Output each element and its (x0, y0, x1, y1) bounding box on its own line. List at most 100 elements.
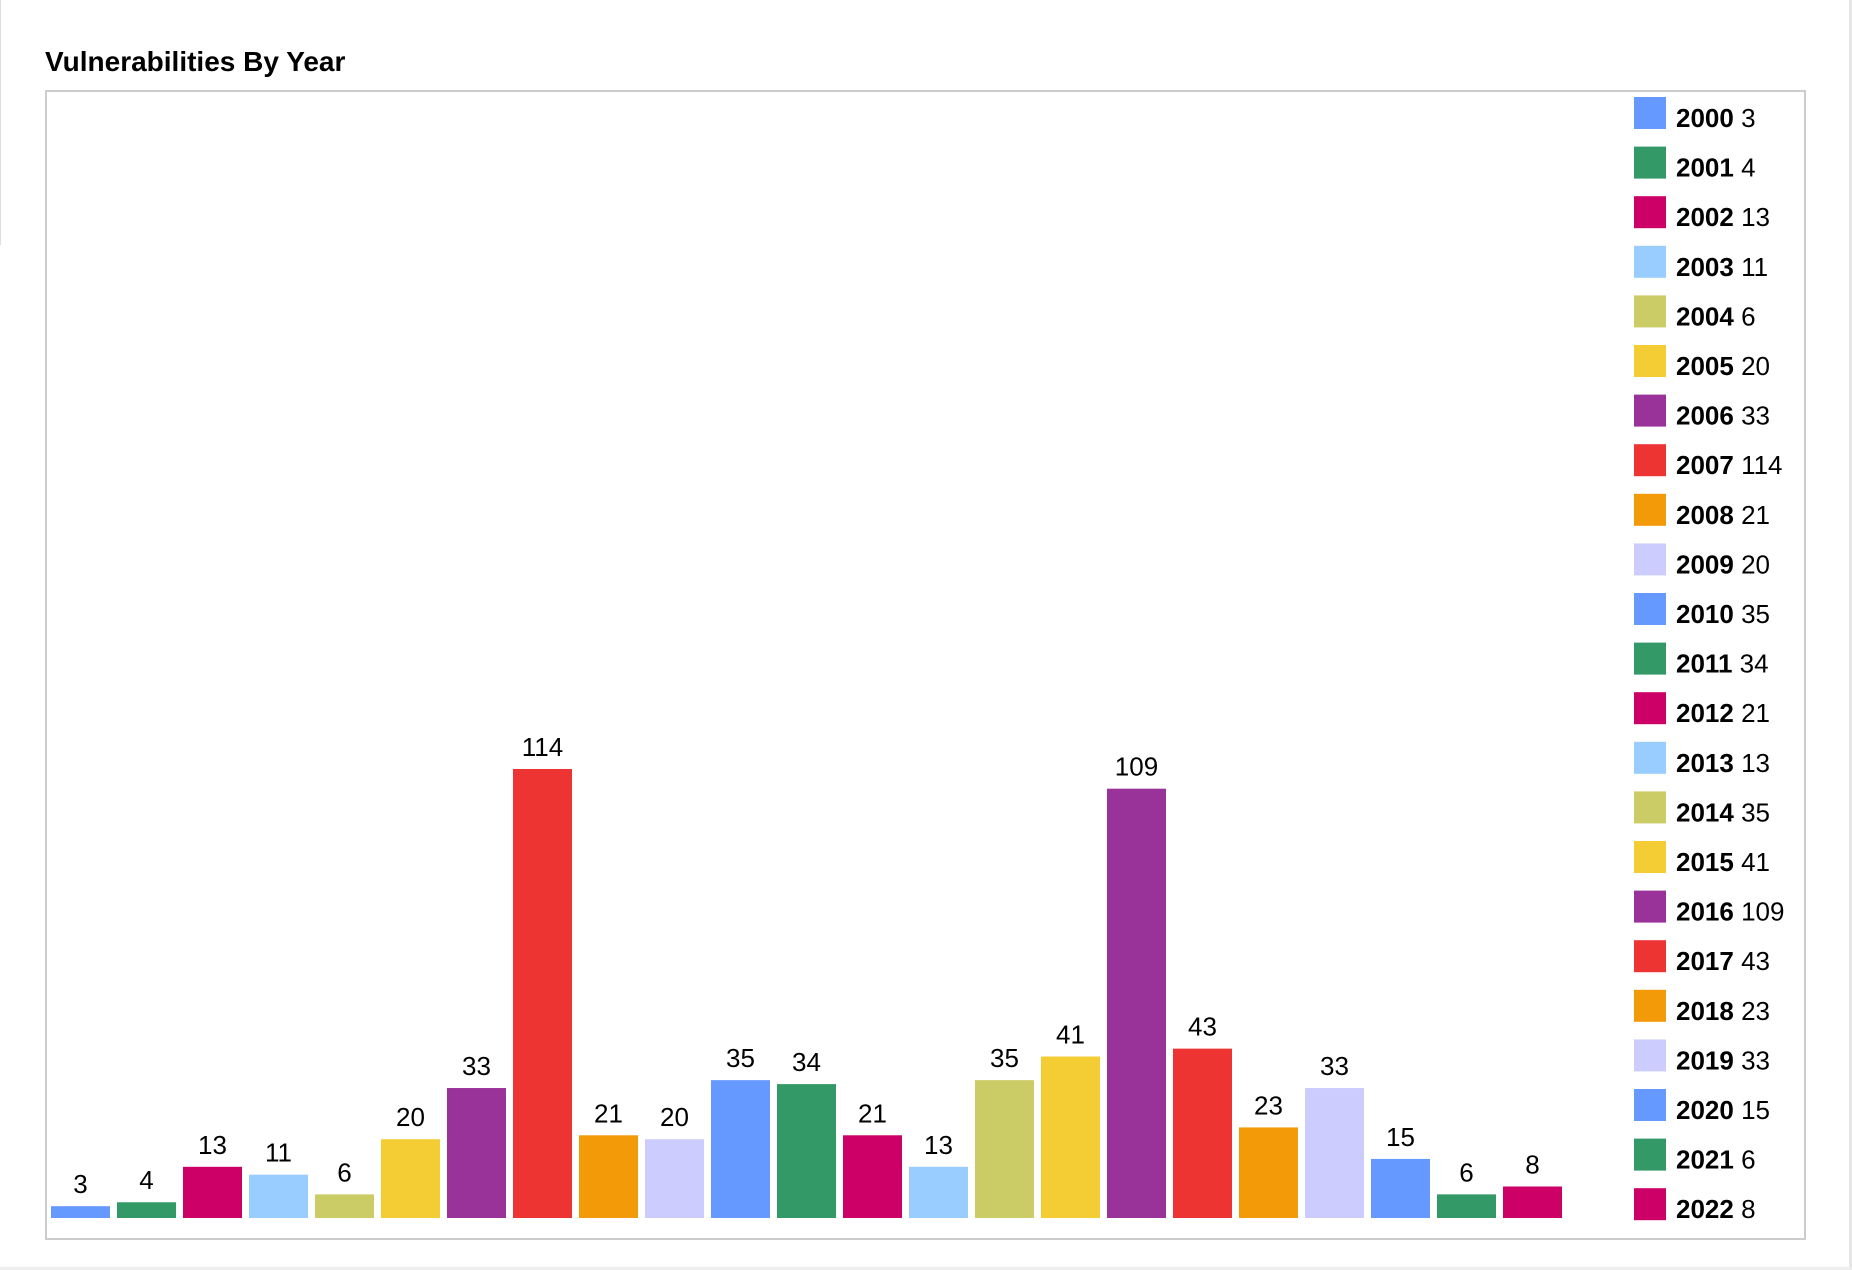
legend-swatch-2019 (1634, 1039, 1666, 1072)
legend-swatch-2006 (1634, 394, 1666, 427)
legend-year: 2014 (1676, 797, 1734, 827)
chart-title: Vulnerabilities By Year (45, 46, 346, 77)
legend-entry-2000: 2000 3 (1676, 103, 1756, 133)
page-edge-left (0, 0, 1, 245)
data-label-2017: 43 (1188, 1012, 1217, 1042)
bar-2010 (711, 1080, 770, 1218)
data-label-2021: 6 (1459, 1157, 1473, 1187)
bar-2007 (513, 769, 572, 1218)
bar-2000 (51, 1206, 110, 1218)
legend-entry-2021: 2021 6 (1676, 1145, 1756, 1175)
legend-swatch-2008 (1634, 493, 1666, 526)
bar-2022 (1503, 1186, 1562, 1218)
bar-2009 (645, 1139, 704, 1218)
legend-entry-2005: 2005 20 (1676, 351, 1770, 381)
bar-2015 (1041, 1056, 1100, 1218)
legend-year: 2009 (1676, 549, 1734, 579)
legend-count: 23 (1734, 996, 1770, 1026)
legend-year: 2008 (1676, 500, 1734, 530)
legend-count: 20 (1734, 351, 1770, 381)
legend-swatch-2010 (1634, 593, 1666, 625)
bar-2003 (249, 1174, 308, 1218)
legend-count: 33 (1734, 1045, 1770, 1075)
bar-2014 (975, 1080, 1034, 1218)
bar-2019 (1305, 1088, 1364, 1218)
legend-entry-2004: 2004 6 (1676, 301, 1756, 331)
legend-swatch-2001 (1634, 146, 1666, 179)
legend-year: 2019 (1676, 1045, 1734, 1075)
legend-count: 21 (1734, 500, 1770, 530)
data-label-2004: 6 (337, 1157, 351, 1187)
legend-year: 2010 (1676, 599, 1734, 629)
legend-year: 2022 (1676, 1194, 1734, 1224)
legend-entry-2017: 2017 43 (1676, 946, 1770, 976)
data-label-2013: 13 (924, 1130, 953, 1160)
legend-swatch-2009 (1634, 543, 1666, 576)
legend-entry-2022: 2022 8 (1676, 1194, 1756, 1224)
bar-2016 (1107, 788, 1166, 1218)
legend-count: 35 (1734, 599, 1770, 629)
legend-year: 2002 (1676, 202, 1734, 232)
legend-entry-2011: 2011 34 (1676, 649, 1769, 679)
bar-2012 (843, 1135, 902, 1218)
legend-swatch-2021 (1634, 1138, 1666, 1171)
legend-count: 33 (1734, 401, 1770, 431)
data-label-2011: 34 (792, 1047, 821, 1077)
data-label-2006: 33 (462, 1051, 491, 1081)
legend-year: 2018 (1676, 996, 1734, 1026)
legend-count: 20 (1734, 549, 1770, 579)
legend-count: 15 (1734, 1095, 1770, 1125)
legend-swatch-2014 (1634, 791, 1666, 824)
legend-swatch-2000 (1634, 97, 1666, 129)
legend-swatch-2020 (1634, 1089, 1666, 1121)
data-label-2020: 15 (1386, 1122, 1415, 1152)
data-label-2001: 4 (139, 1165, 153, 1195)
bar-2001 (117, 1202, 176, 1218)
legend-entry-2001: 2001 4 (1676, 153, 1756, 183)
legend-entry-2018: 2018 23 (1676, 996, 1770, 1026)
data-label-2012: 21 (858, 1098, 887, 1128)
legend-count: 109 (1734, 897, 1785, 927)
legend-swatch-2016 (1634, 890, 1666, 923)
data-label-2014: 35 (990, 1043, 1019, 1073)
legend-count: 114 (1734, 450, 1783, 480)
legend-entry-2012: 2012 21 (1676, 698, 1770, 728)
legend-entry-2003: 2003 11 (1676, 252, 1768, 282)
legend-year: 2012 (1676, 698, 1734, 728)
bar-2005 (381, 1139, 440, 1218)
legend-swatch-2007 (1634, 444, 1666, 477)
legend-year: 2017 (1676, 946, 1734, 976)
legend-year: 2007 (1676, 450, 1734, 480)
chart-frame (45, 90, 1806, 1240)
legend-entry-2015: 2015 41 (1676, 847, 1770, 877)
legend-swatch-2018 (1634, 989, 1666, 1022)
bar-2011 (777, 1084, 836, 1218)
legend-swatch-2015 (1634, 841, 1666, 873)
legend-year: 2011 (1676, 649, 1732, 679)
legend-swatch-2017 (1634, 940, 1666, 973)
legend-count: 6 (1734, 1145, 1756, 1175)
data-label-2016: 109 (1115, 752, 1158, 782)
legend-entry-2009: 2009 20 (1676, 549, 1770, 579)
legend-swatch-2003 (1634, 245, 1666, 278)
legend-year: 2021 (1676, 1145, 1734, 1175)
legend-entry-2010: 2010 35 (1676, 599, 1770, 629)
legend-entry-2014: 2014 35 (1676, 797, 1770, 827)
legend-count: 3 (1734, 103, 1756, 133)
legend-count: 21 (1734, 698, 1770, 728)
legend-swatch-2012 (1634, 692, 1666, 725)
legend-swatch-2013 (1634, 741, 1666, 774)
bar-2004 (315, 1194, 374, 1218)
data-label-2007: 114 (522, 732, 563, 762)
legend-count: 41 (1734, 847, 1770, 877)
legend-swatch-2004 (1634, 295, 1666, 328)
data-label-2002: 13 (198, 1130, 227, 1160)
bar-2020 (1371, 1158, 1430, 1218)
data-label-2019: 33 (1320, 1051, 1349, 1081)
data-label-2005: 20 (396, 1102, 425, 1132)
legend-year: 2004 (1676, 301, 1734, 331)
legend-swatch-2005 (1634, 345, 1666, 377)
legend-count: 6 (1734, 301, 1756, 331)
bar-2013 (909, 1166, 968, 1218)
